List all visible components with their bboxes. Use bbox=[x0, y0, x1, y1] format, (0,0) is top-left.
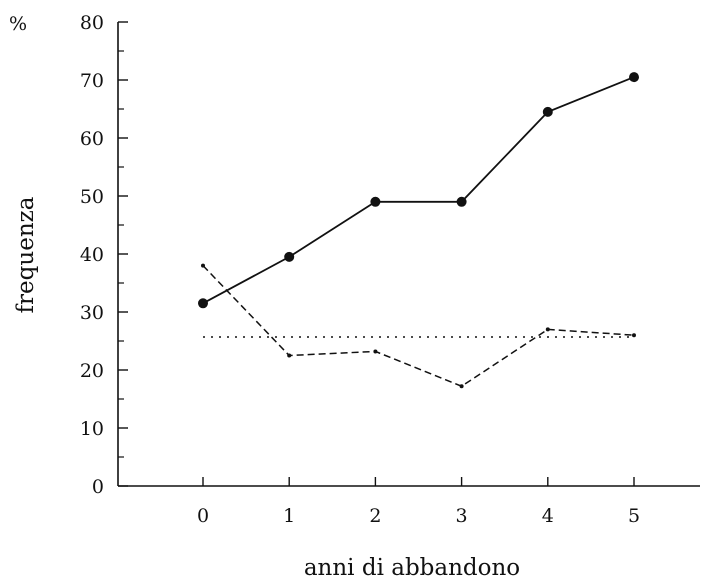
y-tick-label: 70 bbox=[80, 70, 104, 92]
data-point-solid bbox=[456, 196, 467, 207]
x-ticks: 0 1 2 3 4 5 bbox=[197, 477, 640, 527]
series-line-solid bbox=[202, 76, 635, 305]
series-layer bbox=[198, 72, 639, 389]
data-point-dashed bbox=[459, 384, 464, 389]
data-point-dashed bbox=[287, 353, 292, 358]
y-tick-label: 20 bbox=[80, 360, 104, 382]
y-tick-label: 0 bbox=[92, 476, 104, 498]
x-tick-label: 3 bbox=[456, 505, 468, 527]
x-tick-label: 2 bbox=[369, 505, 381, 527]
y-tick-label: 50 bbox=[80, 186, 104, 208]
data-point-dashed bbox=[373, 349, 378, 354]
y-tick-label: 60 bbox=[80, 128, 104, 150]
data-point-dashed bbox=[201, 263, 205, 268]
y-unit-label: % bbox=[9, 13, 27, 35]
x-tick-label: 0 bbox=[197, 505, 209, 527]
y-tick-label: 80 bbox=[80, 12, 104, 34]
x-axis-title: anni di abbandono bbox=[304, 555, 520, 580]
x-tick-label: 1 bbox=[283, 505, 295, 527]
data-point-solid bbox=[198, 298, 208, 309]
data-point-solid bbox=[284, 251, 295, 262]
y-tick-label: 10 bbox=[80, 418, 104, 440]
y-tick-label: 30 bbox=[80, 302, 104, 324]
data-point-dashed bbox=[545, 327, 550, 332]
data-point-solid bbox=[542, 106, 553, 117]
axes bbox=[117, 22, 700, 487]
data-point-solid bbox=[629, 72, 639, 83]
x-tick-label: 5 bbox=[628, 505, 640, 527]
series-line-dashed bbox=[202, 265, 635, 388]
data-point-dashed bbox=[632, 333, 636, 338]
data-point-solid bbox=[370, 196, 381, 207]
y-ticks: 0 10 20 30 40 50 60 70 80 bbox=[80, 12, 128, 498]
x-tick-label: 4 bbox=[542, 505, 554, 527]
y-axis-title: frequenza bbox=[13, 196, 39, 313]
y-tick-label: 40 bbox=[80, 244, 104, 266]
